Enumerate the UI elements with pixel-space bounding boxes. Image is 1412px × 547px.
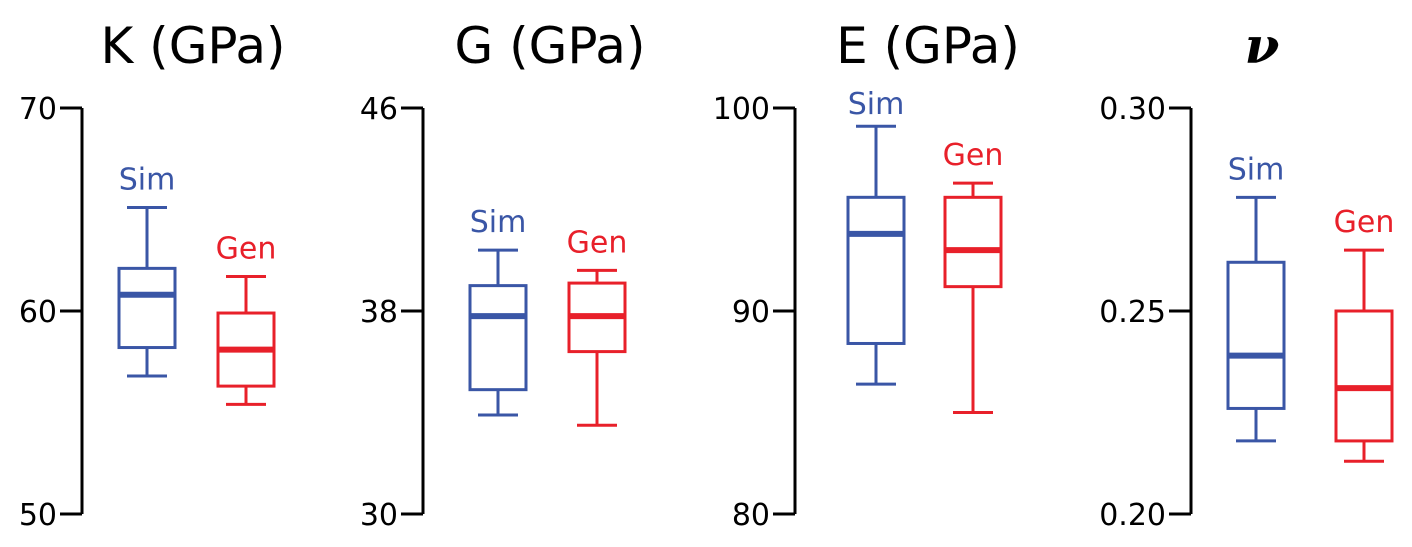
y-tick-label-e: 100 <box>713 92 770 127</box>
y-tick-label-k: 70 <box>19 92 57 127</box>
gen-series-label: Gen <box>1334 205 1395 240</box>
y-tick-label-g: 46 <box>360 92 398 127</box>
sim-series-label: Sim <box>1228 152 1285 187</box>
panel-title-k: K (GPa) <box>101 17 286 75</box>
y-tick-label-e: 80 <box>732 498 770 533</box>
panel-title-g: G (GPa) <box>455 17 646 75</box>
sim-series-label: Sim <box>848 87 905 122</box>
sim-box <box>468 284 528 392</box>
gen-box <box>1334 309 1394 443</box>
y-tick-label-k: 60 <box>19 295 57 330</box>
y-tick-label-g: 38 <box>360 295 398 330</box>
gen-series-label: Gen <box>567 225 628 260</box>
gen-series-label: Gen <box>216 231 277 266</box>
gen-box <box>943 195 1003 289</box>
sim-series-label: Sim <box>119 162 176 197</box>
y-tick-label-k: 50 <box>19 498 57 533</box>
sim-box <box>117 266 177 350</box>
y-tick-label-e: 90 <box>732 295 770 330</box>
gen-series-label: Gen <box>943 138 1004 173</box>
y-tick-label-nu: 0.20 <box>1099 498 1166 533</box>
y-tick-label-nu: 0.25 <box>1099 295 1166 330</box>
panel-title-e: E (GPa) <box>836 17 1020 75</box>
sim-box <box>846 195 906 345</box>
sim-box <box>1226 260 1286 410</box>
sim-series-label: Sim <box>470 205 527 240</box>
panel-title-nu: ν <box>1245 16 1280 75</box>
y-tick-label-nu: 0.30 <box>1099 92 1166 127</box>
y-tick-label-g: 30 <box>360 498 398 533</box>
